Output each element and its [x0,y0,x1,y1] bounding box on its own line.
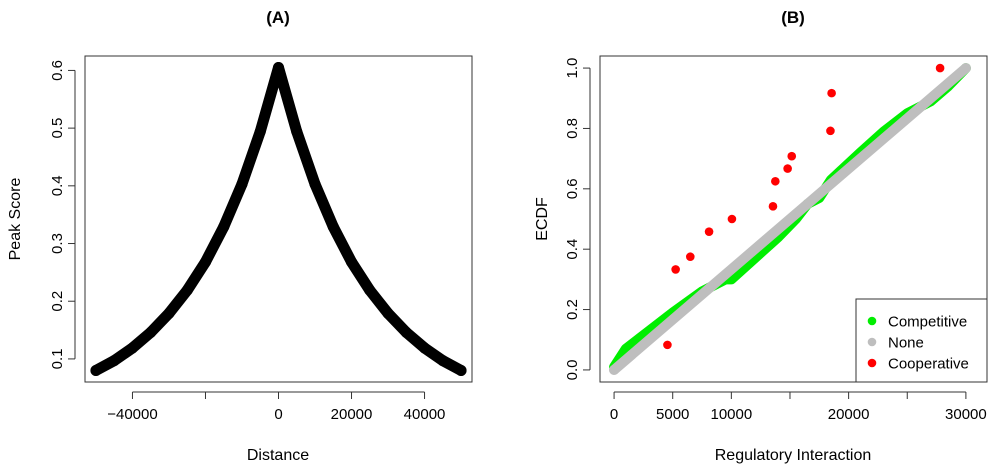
panel-b-x-tick-label: 0 [610,406,618,423]
peak-score-point [199,256,211,268]
panel-b-y-tick-label: 0.4 [564,239,581,260]
panel-a-y-tick-label: 0.1 [49,348,66,369]
peak-score-curve [90,62,467,376]
competitive-point [621,344,630,353]
peak-score-point [181,284,193,296]
peak-score-point [236,178,248,190]
panel-a-x-tick-label: 0 [274,406,282,423]
peak-score-point [419,342,431,354]
cooperative-point [783,164,792,173]
panel-a-x-tick-label: 20000 [331,406,373,423]
cooperative-point [935,63,945,73]
panel-a-y-tick-label: 0.5 [49,118,66,139]
panel-b-title: (B) [781,8,805,27]
cooperative-point [826,126,835,136]
panel-a-y-axis-label: Peak Score [7,178,24,261]
panel-a-title: (A) [266,8,290,27]
peak-score-point [145,326,157,338]
peak-score-point [273,62,284,74]
panel-b-y-tick-label: 0.8 [564,118,581,139]
cooperative-point [771,176,780,186]
panel-a-y-tick-label: 0.2 [49,291,66,312]
panel-a-x-axis-label: Distance [247,447,309,464]
panel-a-y-tick-label: 0.3 [49,233,66,254]
legend-marker-competitive [867,316,877,326]
panel-a: (A) Distance Peak Score −40000 0 20000 4000… [7,8,473,464]
cooperative-point [727,214,737,224]
panel-b-x-axis-label: Regulatory Interaction [715,447,872,464]
cooperative-point [704,227,714,236]
cooperative-point [663,340,672,350]
panel-a-plot-box [84,55,473,383]
peak-score-point [327,221,339,233]
legend-label-competitive: Competitive [888,314,967,331]
panel-a-y-tick-label: 0.6 [49,60,66,81]
cooperative-point [671,265,680,274]
peak-score-point [400,326,412,338]
none-ecdf-line [609,63,971,375]
legend-marker-none [867,337,877,347]
peak-score-point [108,355,120,367]
panel-b-x-tick-label: 10000 [710,406,752,423]
panel-b-plot-box [599,55,988,383]
cooperative-point [768,202,778,211]
cooperative-point [686,252,695,262]
panel-a-x-tick-label: −40000 [107,406,157,423]
panel-b-x-tick-label: 20000 [828,406,870,423]
none-point [960,63,971,74]
legend: Competitive None Cooperative [855,298,988,383]
peak-score-point [455,364,467,376]
peak-score-point [90,364,102,376]
panel-b-y-tick-label: 0.0 [564,359,581,380]
legend-marker-cooperative [867,358,877,368]
peak-score-point [163,307,175,319]
cooperative-point [787,151,797,161]
legend-box [855,298,988,383]
peak-score-point [364,284,376,296]
legend-label-none: None [888,335,924,352]
peak-score-point [437,355,449,367]
peak-score-point [218,221,230,233]
panel-b-x-tick-label: 30000 [945,406,987,423]
panel-b-y-tick-label: 0.6 [564,178,581,199]
none-point [609,364,620,375]
panel-b-y-tick-label: 1.0 [564,58,581,79]
panel-b-x-tick-label: 5000 [656,406,689,423]
peak-score-point [309,178,321,190]
panel-a-y-tick-label: 0.4 [49,175,66,196]
panel-b-y-tick-label: 0.2 [564,299,581,320]
panel-b-y-axis-label: ECDF [534,197,551,241]
peak-score-point [346,256,358,268]
peak-score-point [126,342,138,354]
panel-b: (B) Regulatory Interaction ECDF 0 5000 100… [534,8,988,464]
peak-score-point [382,307,394,319]
peak-score-point [291,126,303,138]
cooperative-point [827,88,836,98]
panel-a-x-tick-label: 40000 [404,406,446,423]
legend-label-cooperative: Cooperative [888,356,969,373]
peak-score-point [254,126,266,138]
